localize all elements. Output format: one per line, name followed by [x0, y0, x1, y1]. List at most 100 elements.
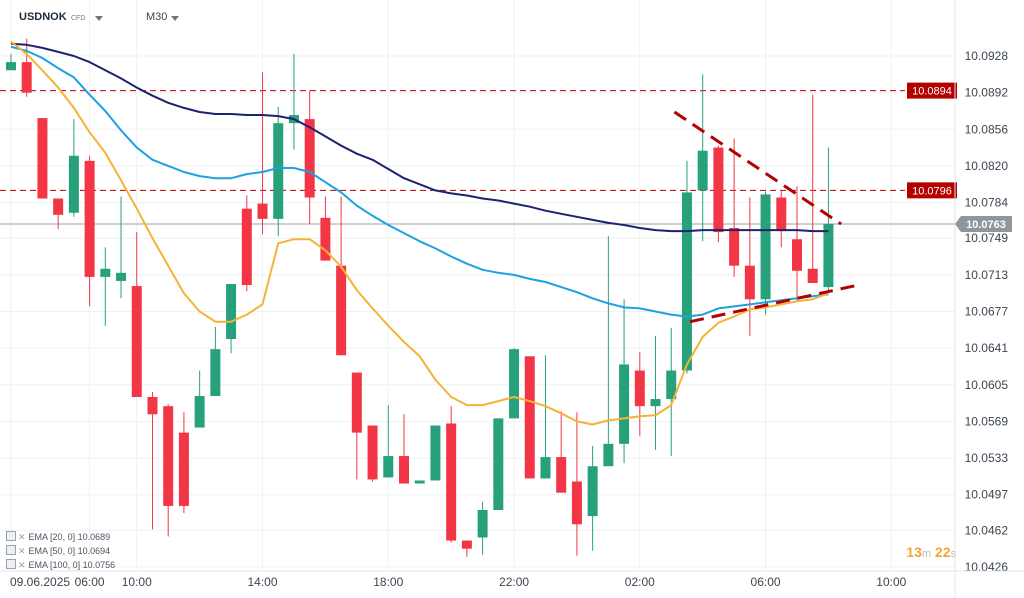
- timeframe-label[interactable]: M30: [146, 11, 168, 23]
- x-tick-label: 06:00: [75, 575, 105, 589]
- candle-body: [37, 118, 48, 199]
- candle: [241, 195, 252, 292]
- candle: [430, 425, 441, 481]
- trendline: [689, 283, 859, 324]
- candle-body: [131, 286, 142, 398]
- x-tick-label: 02:00: [625, 575, 655, 589]
- candle: [697, 74, 708, 242]
- candle-body: [619, 364, 630, 444]
- y-tick-label: 10.0749: [965, 231, 1009, 245]
- x-tick-label: 10:00: [876, 575, 906, 589]
- candle: [116, 196, 127, 299]
- indicator-settings-icon[interactable]: [6, 559, 16, 569]
- close-icon[interactable]: ✕: [18, 546, 26, 556]
- last-price-label: 10.0763: [966, 219, 1006, 231]
- candle: [446, 406, 457, 543]
- candle: [367, 425, 378, 482]
- candle: [713, 145, 724, 243]
- indicator-settings-icon[interactable]: [6, 531, 16, 541]
- candle-body: [807, 268, 818, 283]
- candle-body: [304, 119, 315, 198]
- candle-body: [477, 509, 488, 538]
- candle: [37, 118, 48, 199]
- candle-body: [430, 425, 441, 481]
- candle-body: [823, 223, 834, 288]
- candle: [493, 418, 504, 510]
- candle-body: [587, 466, 598, 517]
- candle-body: [776, 197, 787, 232]
- timer-minutes-unit: m: [921, 548, 932, 560]
- y-tick-label: 10.0569: [965, 414, 1009, 428]
- candle: [399, 414, 409, 484]
- candle-body: [509, 349, 520, 419]
- candle: [540, 355, 551, 479]
- level-price-label: 10.0796: [912, 185, 952, 197]
- candle-body: [178, 432, 189, 506]
- candle: [744, 197, 755, 336]
- indicator-settings-icon[interactable]: [6, 545, 16, 555]
- x-tick-label: 18:00: [373, 575, 403, 589]
- symbol-chevron-down-icon[interactable]: [95, 16, 103, 21]
- candle: [351, 372, 362, 480]
- candle: [178, 412, 189, 514]
- candle-body: [571, 481, 582, 525]
- candle: [823, 147, 834, 292]
- level-price-tag: [907, 182, 957, 199]
- y-tick-label: 10.0426: [965, 560, 1009, 574]
- candle-body: [414, 480, 425, 484]
- x-tick-label: 09.06.2025: [10, 575, 70, 589]
- legend-ema100-label: EMA [100, 0] 10.0756: [28, 560, 116, 570]
- price-axis: 10.0928 10.0892 10.0856 10.0820 10.0784 10.07…: [954, 0, 1009, 598]
- candle-body: [383, 456, 394, 478]
- candle-body: [336, 265, 347, 356]
- candle: [681, 160, 692, 374]
- candle-body: [6, 62, 16, 71]
- timeframe-chevron-down-icon[interactable]: [171, 16, 179, 21]
- candle-body: [210, 349, 221, 396]
- candle-body: [21, 62, 32, 93]
- candle-body: [53, 198, 64, 215]
- candle: [729, 138, 740, 277]
- candle-body: [681, 192, 692, 371]
- candle: [509, 348, 520, 419]
- candle-body: [650, 399, 661, 407]
- candle: [163, 404, 174, 537]
- close-icon[interactable]: ✕: [18, 532, 26, 542]
- candle: [336, 196, 347, 356]
- legend-ema100[interactable]: ✕ EMA [100, 0] 10.0756: [6, 559, 115, 572]
- legend-ema20[interactable]: ✕ EMA [20, 0] 10.0689: [6, 531, 110, 544]
- candle: [131, 232, 142, 398]
- candles: [6, 38, 834, 557]
- candle: [634, 352, 645, 436]
- candle-body: [320, 217, 331, 261]
- candle-body: [524, 356, 535, 479]
- x-tick-label: 06:00: [751, 575, 781, 589]
- ema20-line: [10, 40, 829, 426]
- candle: [760, 191, 771, 315]
- candle: [650, 335, 661, 450]
- candle: [21, 38, 32, 97]
- legend-ema50[interactable]: ✕ EMA [50, 0] 10.0694: [6, 545, 110, 558]
- y-tick-label: 10.0820: [965, 159, 1009, 173]
- candle: [524, 356, 535, 479]
- candle: [100, 247, 111, 326]
- x-tick-label: 14:00: [248, 575, 278, 589]
- candle: [776, 190, 787, 248]
- candle: [807, 94, 818, 283]
- y-tick-label: 10.0892: [965, 86, 1009, 100]
- candle-body: [760, 194, 771, 300]
- candle: [383, 405, 394, 478]
- candle-body: [461, 540, 472, 549]
- candle: [587, 445, 598, 551]
- ema100-line: [10, 42, 829, 233]
- close-icon[interactable]: ✕: [18, 560, 26, 570]
- candle: [210, 326, 221, 396]
- candle: [414, 480, 425, 484]
- candle-body: [84, 160, 95, 277]
- symbol-suffix: CFD: [71, 15, 86, 22]
- timer-seconds-unit: s: [950, 548, 957, 560]
- symbol-label[interactable]: USDNOK: [19, 11, 67, 23]
- candle: [273, 106, 284, 237]
- candle: [147, 391, 158, 530]
